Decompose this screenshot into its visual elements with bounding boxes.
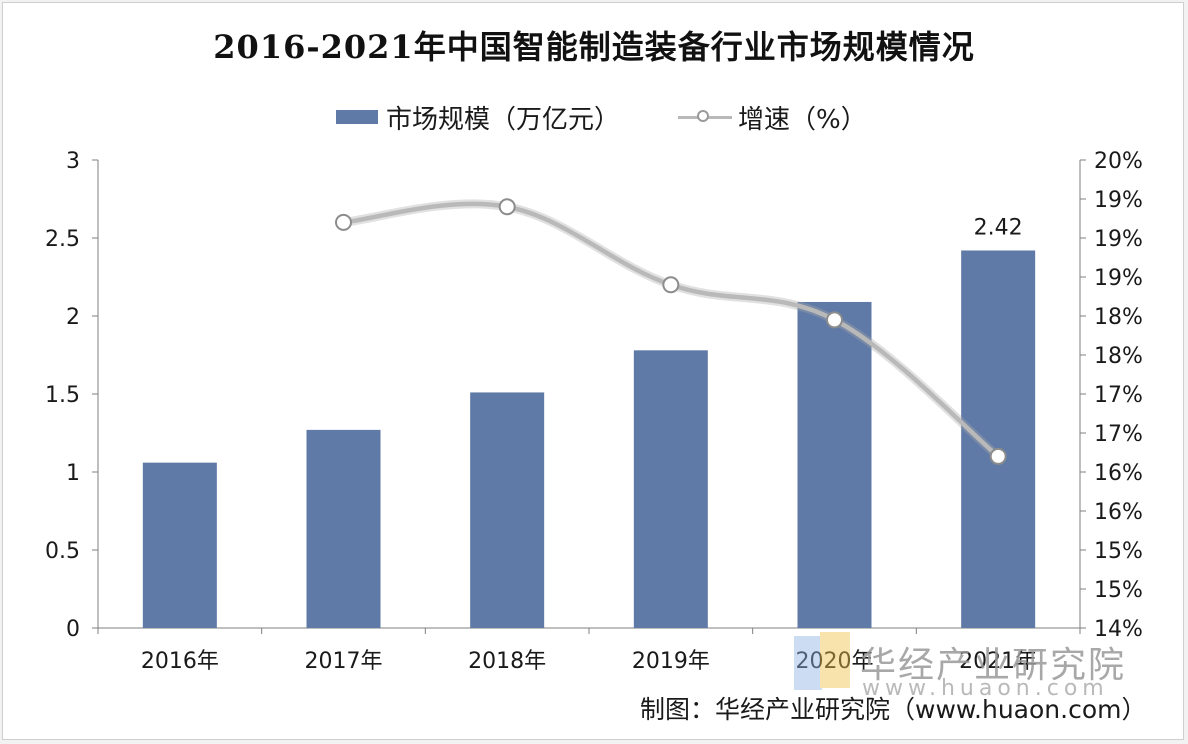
y-right-tick-label: 18% bbox=[1094, 305, 1143, 330]
x-tick-label: 2019年 bbox=[632, 649, 710, 674]
source-note: 制图：华经产业研究院（www.huaon.com） bbox=[640, 695, 1147, 724]
y-left-tick-label: 0.5 bbox=[45, 539, 80, 564]
y-right-tick-label: 16% bbox=[1094, 461, 1143, 486]
bar bbox=[306, 429, 381, 628]
chart-title: 2016-2021年中国智能制造装备行业市场规模情况 bbox=[213, 28, 975, 66]
y-left-tick-label: 2 bbox=[66, 305, 80, 330]
x-tick-label: 2017年 bbox=[305, 649, 383, 674]
growth-point bbox=[498, 198, 516, 216]
x-tick-label: 2016年 bbox=[141, 649, 219, 674]
y-left-tick-label: 1.5 bbox=[45, 383, 80, 408]
y-left-tick-label: 0 bbox=[66, 617, 80, 642]
y-right-tick-label: 15% bbox=[1094, 578, 1143, 603]
y-right-tick-label: 18% bbox=[1094, 344, 1143, 369]
y-right-tick-label: 19% bbox=[1094, 188, 1143, 213]
legend-line-swatch bbox=[678, 107, 732, 127]
watermark-url: www.huaon.com bbox=[862, 676, 1109, 701]
bar bbox=[797, 301, 872, 628]
x-tick-label: 2018年 bbox=[468, 649, 546, 674]
watermark: 华经产业研究院 bbox=[790, 630, 1126, 694]
y-right-tick-label: 19% bbox=[1094, 227, 1143, 252]
bar bbox=[961, 250, 1036, 629]
bar bbox=[142, 462, 217, 628]
legend-label-growth: 增速（%） bbox=[738, 104, 867, 135]
data-label: 2.42 bbox=[974, 215, 1023, 240]
y-right-tick-label: 14% bbox=[1094, 617, 1143, 642]
legend-item-market-size: 市场规模（万亿元） bbox=[336, 100, 621, 135]
y-right-tick-label: 19% bbox=[1094, 266, 1143, 291]
y-right-tick-label: 17% bbox=[1094, 422, 1143, 447]
legend-bar-swatch bbox=[336, 110, 378, 124]
growth-point bbox=[989, 447, 1007, 465]
watermark-text: 华经产业研究院 bbox=[860, 645, 1127, 686]
legend-item-growth: 增速（%） bbox=[678, 100, 867, 135]
y-left-tick-label: 3 bbox=[66, 149, 80, 174]
growth-point bbox=[662, 276, 680, 294]
legend-label-market-size: 市场规模（万亿元） bbox=[386, 104, 621, 135]
y-right-tick-label: 17% bbox=[1094, 383, 1143, 408]
y-right-tick-label: 20% bbox=[1094, 149, 1143, 174]
x-tick-label: 2021年 bbox=[959, 649, 1037, 674]
y-right-tick-label: 15% bbox=[1094, 539, 1143, 564]
x-tick-label: 2020年 bbox=[796, 649, 874, 674]
bar bbox=[633, 350, 708, 628]
growth-point bbox=[826, 311, 843, 329]
bar bbox=[470, 392, 545, 628]
watermark-logo-icon bbox=[790, 630, 854, 694]
growth-point bbox=[335, 213, 352, 231]
y-right-tick-label: 16% bbox=[1094, 500, 1143, 525]
y-left-tick-label: 2.5 bbox=[45, 227, 80, 252]
y-left-tick-label: 1 bbox=[66, 461, 80, 486]
